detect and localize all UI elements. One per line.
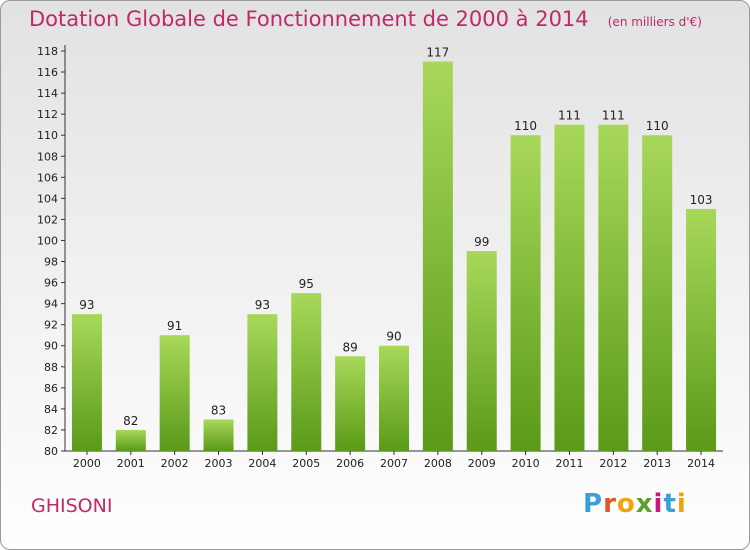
data-label: 93 xyxy=(79,298,94,312)
x-tick-label: 2003 xyxy=(205,457,233,470)
title-row: Dotation Globale de Fonctionnement de 20… xyxy=(29,7,702,31)
bar xyxy=(71,314,102,451)
data-label: 89 xyxy=(342,340,357,354)
bar xyxy=(510,135,541,452)
x-tick-label: 2001 xyxy=(117,457,145,470)
y-tick-label: 100 xyxy=(37,234,58,247)
commune-name: GHISONI xyxy=(31,495,113,517)
y-tick-label: 104 xyxy=(37,192,58,205)
data-label: 95 xyxy=(299,277,314,291)
y-tick-label: 96 xyxy=(44,277,58,290)
bar xyxy=(642,135,673,452)
y-tick-label: 94 xyxy=(44,298,58,311)
bar xyxy=(159,335,190,451)
bar xyxy=(466,251,497,451)
data-label: 110 xyxy=(514,119,537,133)
y-tick-label: 114 xyxy=(37,87,58,100)
x-tick-label: 2004 xyxy=(248,457,276,470)
y-tick-label: 108 xyxy=(37,150,58,163)
x-tick-label: 2007 xyxy=(380,457,408,470)
chart-subtitle: (en milliers d'€) xyxy=(607,15,702,29)
chart-title: Dotation Globale de Fonctionnement de 20… xyxy=(29,7,589,31)
y-tick-label: 80 xyxy=(44,445,58,458)
y-tick-label: 84 xyxy=(44,403,58,416)
y-tick-label: 110 xyxy=(37,129,58,142)
y-tick-label: 118 xyxy=(37,45,58,58)
bar xyxy=(598,124,629,452)
x-tick-label: 2005 xyxy=(292,457,320,470)
bar xyxy=(686,208,717,451)
y-tick-label: 88 xyxy=(44,361,58,374)
data-label: 83 xyxy=(211,403,226,417)
y-tick-label: 90 xyxy=(44,340,58,353)
y-tick-label: 82 xyxy=(44,424,58,437)
data-label: 91 xyxy=(167,319,182,333)
data-label: 117 xyxy=(426,46,449,60)
data-label: 99 xyxy=(474,235,489,249)
logo-letter: i xyxy=(653,489,664,519)
y-tick-label: 102 xyxy=(37,213,58,226)
x-tick-label: 2010 xyxy=(512,457,540,470)
bar xyxy=(379,345,409,451)
data-label: 111 xyxy=(558,109,581,123)
y-tick-label: 92 xyxy=(44,319,58,332)
bar xyxy=(203,419,234,451)
x-tick-label: 2000 xyxy=(73,457,101,470)
y-tick-label: 112 xyxy=(37,108,58,121)
bar xyxy=(422,61,453,452)
x-tick-label: 2006 xyxy=(336,457,364,470)
data-label: 111 xyxy=(602,109,625,123)
y-tick-label: 86 xyxy=(44,382,58,395)
logo-letter: i xyxy=(676,489,687,519)
bar xyxy=(247,314,278,451)
bar xyxy=(115,429,146,451)
y-tick-label: 116 xyxy=(37,66,58,79)
x-tick-label: 2013 xyxy=(643,457,671,470)
logo-letter: o xyxy=(616,489,636,519)
logo-letter: x xyxy=(635,489,654,519)
data-label: 82 xyxy=(123,414,138,428)
proxiti-logo[interactable]: Proxiti xyxy=(583,489,687,519)
bar xyxy=(554,124,585,452)
data-label: 103 xyxy=(690,193,713,207)
x-tick-label: 2014 xyxy=(687,457,715,470)
logo-letter: P xyxy=(583,489,604,519)
y-tick-label: 106 xyxy=(37,171,58,184)
bar xyxy=(335,356,366,451)
x-tick-label: 2002 xyxy=(161,457,189,470)
x-tick-label: 2012 xyxy=(599,457,627,470)
data-label: 110 xyxy=(646,119,669,133)
x-tick-label: 2009 xyxy=(468,457,496,470)
logo-letter: t xyxy=(663,489,677,519)
bar xyxy=(291,293,322,451)
y-tick-label: 98 xyxy=(44,256,58,269)
logo-letter: r xyxy=(603,489,617,519)
x-tick-label: 2008 xyxy=(424,457,452,470)
data-label: 90 xyxy=(386,330,401,344)
data-label: 93 xyxy=(255,298,270,312)
x-tick-label: 2011 xyxy=(555,457,583,470)
